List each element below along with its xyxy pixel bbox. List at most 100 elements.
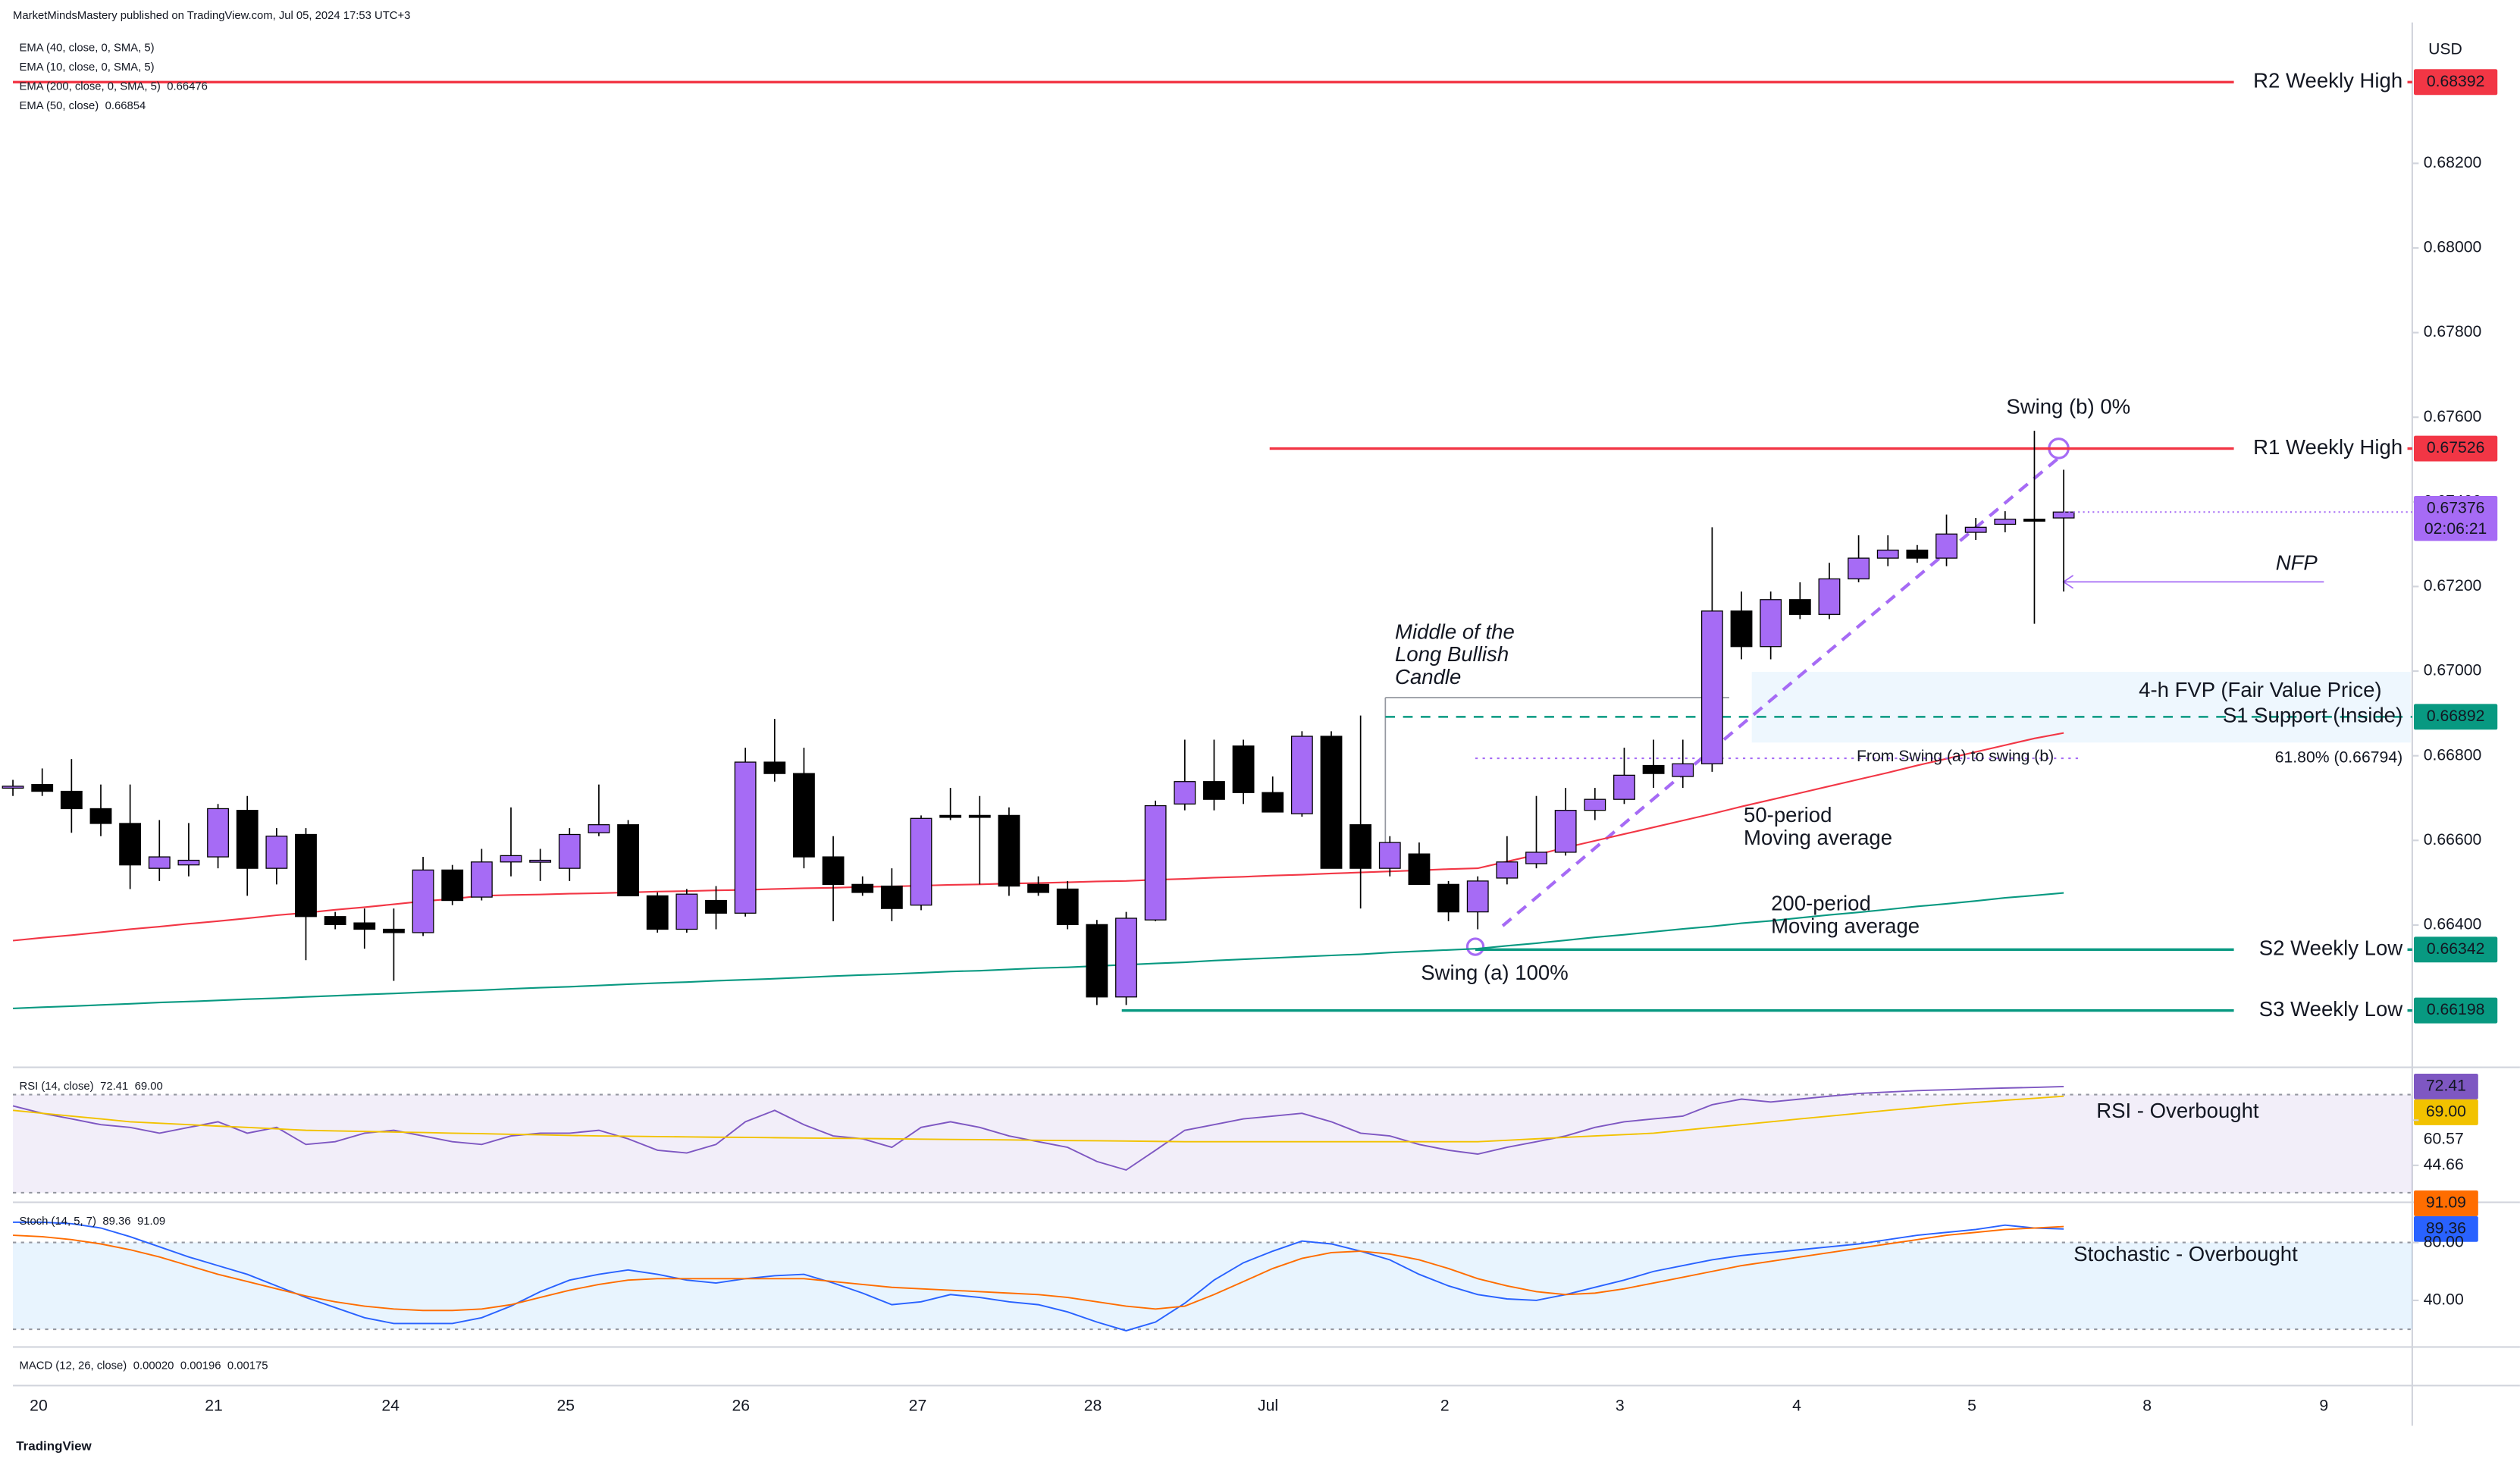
x-tick-label: 27	[909, 1397, 927, 1414]
annotation: Middle of the	[1395, 620, 1515, 643]
annotation: From Swing (a) to swing (b)	[1857, 748, 2054, 765]
indicator-line	[12, 1086, 2064, 1172]
level-price-tag	[2414, 704, 2498, 730]
candle-body	[1964, 526, 1987, 533]
x-tick-label: 2	[1440, 1397, 1450, 1414]
candle-body	[1700, 610, 1723, 764]
candle-body	[1174, 781, 1196, 805]
candle-body	[470, 861, 493, 898]
annotation: Swing (a) 100%	[1421, 961, 1568, 984]
level-price-tag-text: 0.66198	[2427, 1001, 2485, 1018]
y-tick-label: 0.67600	[2424, 408, 2482, 425]
candle-body	[793, 773, 815, 858]
fib-label: 61.80% (0.66794)	[2275, 749, 2402, 767]
candle-body	[1760, 599, 1782, 648]
candle-body	[353, 922, 376, 930]
candle-body	[1584, 798, 1606, 811]
candle-body	[441, 869, 464, 902]
candle-body	[2023, 519, 2045, 522]
candle-body	[2052, 511, 2075, 519]
candle-body	[588, 824, 610, 833]
candle-body	[880, 885, 903, 909]
x-tick-label: 8	[2142, 1397, 2152, 1414]
candle-body	[1642, 764, 1665, 774]
last-price-tag	[2414, 496, 2498, 541]
candle-body	[1818, 578, 1841, 615]
candle-body	[236, 810, 259, 869]
candle-body	[1290, 736, 1313, 814]
level-label-bg	[2233, 936, 2408, 963]
annotation: 50-period	[1744, 803, 1832, 827]
candle-body	[617, 824, 639, 897]
swing-a-marker	[1465, 937, 1485, 956]
candle-body	[675, 893, 698, 930]
candle-body	[646, 895, 669, 930]
currency: USD	[2428, 40, 2462, 58]
indicator-line	[12, 1225, 2064, 1312]
level-label: R2 Weekly High	[2253, 69, 2402, 93]
candle-body	[1232, 745, 1255, 793]
stoch-band	[13, 1242, 2412, 1330]
level-label-bg	[2233, 435, 2408, 462]
candle-body	[1613, 774, 1635, 800]
y-tick-label: 0.67200	[2424, 577, 2482, 594]
candle-body	[822, 856, 845, 885]
candle-body	[295, 833, 317, 918]
candle-body	[1144, 805, 1167, 921]
footer: TradingView	[16, 1438, 92, 1453]
level-price-tag-text: 0.66342	[2427, 940, 2485, 958]
candle-body	[2, 786, 24, 789]
candle-body	[60, 790, 83, 810]
level-label-bg	[2233, 997, 2408, 1024]
y-tick-label: 0.66400	[2424, 916, 2482, 933]
x-tick-label: 5	[1967, 1397, 1976, 1414]
candle-body	[31, 784, 54, 792]
indicator-tag-text: 91.09	[2426, 1194, 2466, 1211]
candle-body	[1466, 880, 1489, 913]
candle-body	[1056, 888, 1079, 925]
level-label: S3 Weekly Low	[2259, 997, 2402, 1021]
candle-body	[1788, 599, 1811, 615]
candle-body	[1906, 549, 1929, 559]
candle-body	[1115, 918, 1137, 998]
legend-entry: EMA (40, close, 0, SMA, 5)	[20, 42, 155, 55]
level-price-tag	[2414, 69, 2498, 96]
annotation: NFP	[2276, 550, 2318, 574]
last-price-timer: 02:06:21	[2424, 520, 2487, 538]
y-tick-label: 80.00	[2424, 1233, 2464, 1250]
candle-body	[1262, 792, 1284, 813]
indicator-tag	[2414, 1074, 2478, 1099]
candle-body	[1408, 853, 1431, 885]
candle-body	[734, 761, 757, 914]
candle-body	[1378, 842, 1401, 869]
y-tick-label: 0.68200	[2424, 154, 2482, 171]
candle-body	[1994, 519, 2017, 525]
rsi-band	[13, 1094, 2412, 1193]
candle-body	[412, 869, 434, 933]
x-tick-label: 26	[732, 1397, 751, 1414]
annotation: Long Bullish	[1395, 642, 1509, 666]
candle-body	[1437, 883, 1460, 913]
level-label-bg	[2233, 69, 2408, 96]
candle-body	[529, 859, 552, 863]
candle-body	[968, 814, 991, 818]
candle-body	[89, 808, 112, 824]
level-price-tag	[2414, 936, 2498, 963]
indicator-tag-text: 72.41	[2426, 1077, 2466, 1095]
indicator-tag	[2414, 1190, 2478, 1216]
candle-body	[119, 823, 142, 866]
candle-body	[1876, 549, 1899, 559]
legend-value: 89.36	[102, 1215, 130, 1228]
legend-entry: EMA (50, close)	[20, 100, 99, 112]
legend-entry: EMA (10, close, 0, SMA, 5)	[20, 61, 155, 74]
level-price-tag	[2414, 997, 2498, 1024]
candle-body	[910, 817, 932, 906]
legend-value: 0.00175	[227, 1360, 268, 1372]
level-price-tag-text: 0.68392	[2427, 73, 2485, 90]
level-price-tag	[2414, 435, 2498, 462]
candle-body	[763, 761, 786, 774]
indicator-title: RSI (14, close)	[20, 1081, 94, 1093]
level-label: S2 Weekly Low	[2259, 936, 2402, 960]
y-tick-label: 40.00	[2424, 1291, 2464, 1309]
